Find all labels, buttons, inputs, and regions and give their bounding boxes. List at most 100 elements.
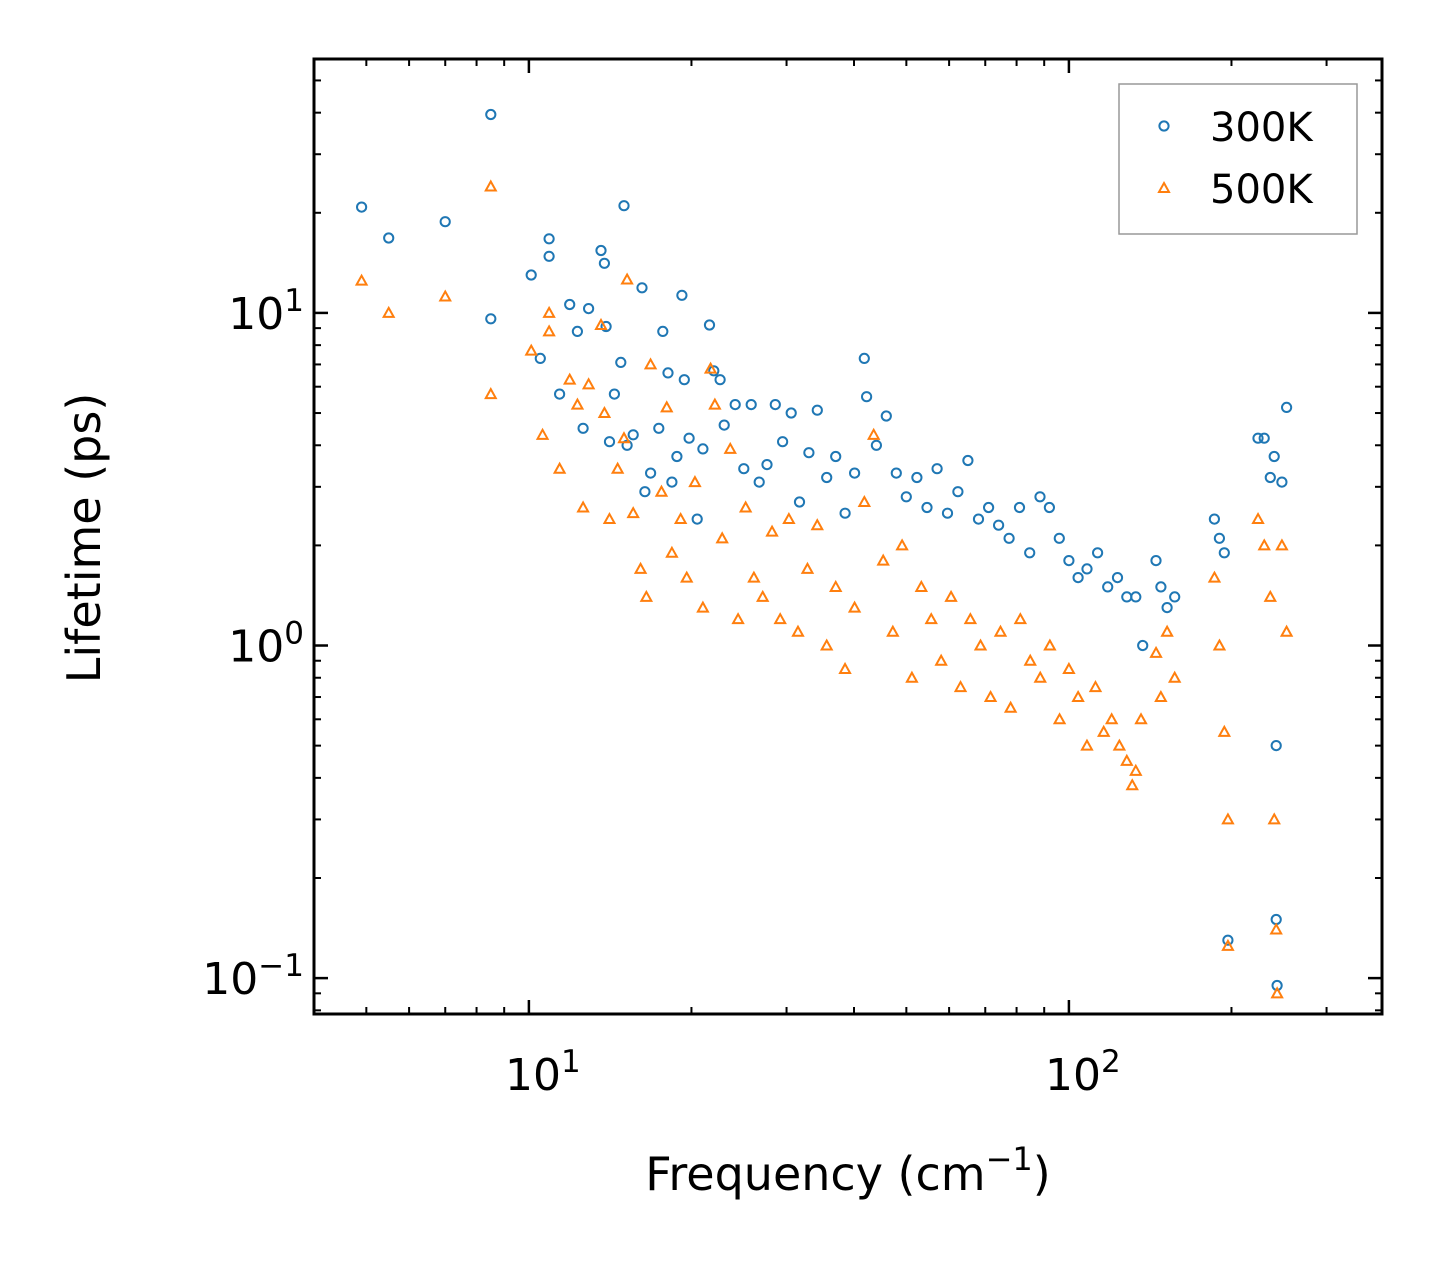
point-300k (485, 313, 497, 325)
point-500k (914, 579, 929, 592)
point-300k (962, 454, 974, 467)
point-500k (620, 272, 634, 285)
point-300k (777, 436, 789, 448)
point-300k (439, 216, 451, 228)
point-300k (761, 459, 773, 471)
point-500k (847, 600, 862, 613)
point-500k (1097, 724, 1111, 737)
point-500k (1149, 645, 1163, 658)
point-500k (680, 570, 694, 583)
point-500k (626, 506, 640, 519)
point-300k (1268, 450, 1280, 463)
x-axis-label: Frequency (cm−1) (645, 1140, 1050, 1201)
point-500k (660, 400, 674, 413)
point-500k (1212, 638, 1227, 651)
point-500k (738, 500, 753, 513)
point-300k (821, 471, 833, 484)
point-500k (1033, 670, 1047, 683)
point-500k (944, 589, 958, 602)
point-300k (745, 399, 757, 411)
point-500k (963, 612, 978, 625)
point-300k (1281, 401, 1293, 413)
point-500k (597, 405, 612, 419)
point-300k (639, 486, 651, 498)
point-500k (1043, 638, 1057, 651)
legend-marker-300k (1158, 120, 1170, 132)
point-300k (534, 352, 546, 364)
point-500k (973, 638, 988, 651)
point-300k (1024, 547, 1036, 559)
point-500k (1112, 738, 1127, 751)
point-300k (603, 436, 616, 448)
point-500k (1134, 712, 1148, 725)
point-500k (639, 589, 654, 602)
x-tick-label-1: 102 (1045, 1044, 1121, 1101)
point-500k (1217, 724, 1232, 737)
point-500k (1263, 589, 1277, 602)
point-300k (993, 519, 1005, 531)
point-300k (662, 367, 674, 379)
point-500k (1270, 986, 1284, 999)
y-tick-label-1: 100 (228, 616, 304, 673)
point-300k (571, 325, 584, 337)
point-300k (769, 399, 781, 411)
point-300k (870, 439, 883, 451)
point-500k (715, 531, 729, 544)
point-300k (1270, 740, 1282, 752)
point-500k (570, 397, 585, 410)
point-500k (934, 653, 948, 666)
point-500k (617, 431, 631, 444)
point-300k (1003, 532, 1015, 544)
point-500k (654, 484, 669, 497)
tick-labels: 101 102 10−1 100 101 (202, 283, 1120, 1101)
point-300k (1013, 501, 1026, 514)
point-500k (791, 624, 805, 637)
point-500k (354, 273, 369, 286)
point-300k (1208, 513, 1221, 525)
legend-label-300k: 300K (1210, 105, 1314, 151)
point-300k (525, 269, 537, 281)
point-300k (1072, 572, 1084, 584)
point-500k (1275, 538, 1289, 551)
point-300k (691, 513, 703, 525)
point-300k (738, 463, 750, 475)
point-300k (1218, 547, 1230, 559)
point-300k (676, 289, 688, 301)
point-300k (627, 429, 639, 441)
point-500k (673, 511, 688, 525)
point-500k (756, 589, 770, 602)
point-500k (800, 561, 815, 574)
point-300k (830, 450, 842, 463)
plot-frame (312, 57, 1384, 1016)
point-500k (381, 305, 396, 318)
point-300k (1111, 572, 1124, 584)
point-500k (643, 357, 658, 370)
point-300k (356, 201, 368, 213)
point-300k (666, 476, 678, 488)
point-500k (905, 670, 919, 683)
point-300k (972, 513, 985, 525)
point-500k (895, 538, 909, 551)
point-500k (1125, 778, 1139, 791)
point-500k (1207, 570, 1222, 583)
point-500k (708, 397, 722, 410)
point-300k (753, 476, 765, 488)
point-500k (1013, 612, 1028, 625)
point-300k (793, 496, 806, 508)
point-300k (1130, 591, 1142, 603)
point-300k (683, 432, 695, 444)
point-300k (911, 471, 923, 484)
point-500k (1251, 511, 1265, 525)
point-300k (839, 507, 851, 519)
point-500k (993, 624, 1008, 637)
point-500k (819, 638, 834, 651)
point-300k (671, 450, 683, 463)
point-500k (1221, 812, 1235, 825)
legend-label-500k: 500K (1210, 167, 1314, 213)
point-500k (886, 624, 900, 637)
point-300k (600, 320, 612, 333)
y-axis-label: Lifetime (ps) (57, 393, 111, 684)
point-300k (1034, 491, 1046, 503)
point-300k (1155, 581, 1167, 593)
